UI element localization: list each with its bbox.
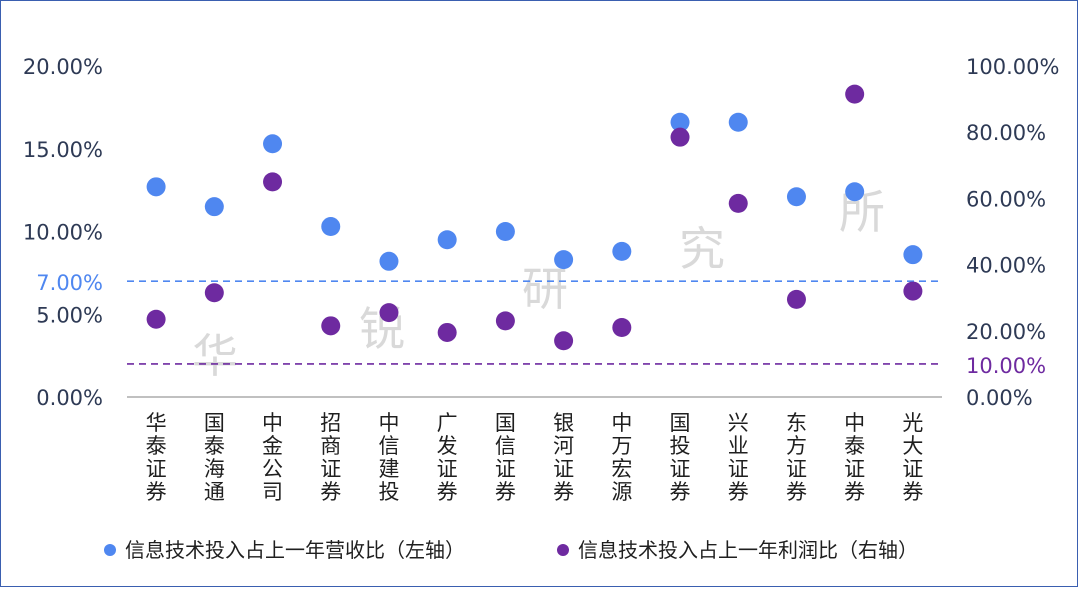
left-axis: 0.00% 5.00% 10.00% 15.00% 20.00% <box>23 55 103 410</box>
category-label: 东方证券 <box>786 411 807 504</box>
category-label: 华泰证券 <box>146 411 167 504</box>
point-profit-ratio <box>554 331 574 351</box>
legend-label: 信息技术投入占上一年利润比（右轴） <box>578 538 918 562</box>
legend-marker <box>557 544 569 556</box>
reference-lines: 7.00% 10.00% <box>36 271 1046 378</box>
category-label: 中信建投 <box>378 411 399 504</box>
category-label: 中泰证券 <box>844 411 865 504</box>
right-tick-label: 40.00% <box>966 254 1046 278</box>
watermark-char: 究 <box>679 222 725 276</box>
point-revenue-ratio <box>437 230 457 250</box>
point-revenue-ratio <box>495 222 515 241</box>
left-tick-label: 20.00% <box>23 55 103 79</box>
right-tick-label: 60.00% <box>966 187 1046 211</box>
point-profit-ratio <box>204 283 224 303</box>
point-profit-ratio <box>786 289 806 309</box>
series-1 <box>146 112 923 271</box>
point-revenue-ratio <box>786 187 806 207</box>
category-label: 银河证券 <box>553 411 574 504</box>
point-profit-ratio <box>728 193 748 213</box>
point-profit-ratio <box>670 127 690 147</box>
category-label: 光大证券 <box>902 411 923 504</box>
category-label: 招商证券 <box>320 411 341 504</box>
legend: 信息技术投入占上一年营收比（左轴） 信息技术投入占上一年利润比（右轴） <box>104 538 918 562</box>
watermark-char: 华 <box>192 329 238 383</box>
point-profit-ratio <box>379 303 399 323</box>
point-revenue-ratio <box>379 251 399 271</box>
category-label: 国信证券 <box>495 411 516 504</box>
left-tick-label: 10.00% <box>23 221 103 245</box>
right-tick-label: 20.00% <box>966 320 1046 344</box>
category-label: 中万宏源 <box>611 411 632 504</box>
category-label: 广发证券 <box>437 411 458 504</box>
point-revenue-ratio <box>670 112 690 132</box>
right-axis: 0.00% 20.00% 40.00% 60.00% 80.00% 100.00% <box>966 55 1059 410</box>
point-revenue-ratio <box>845 182 865 202</box>
point-profit-ratio <box>495 311 515 331</box>
point-revenue-ratio <box>554 250 574 270</box>
category-label: 国投证券 <box>670 411 691 504</box>
watermark: 华锐研究所 <box>192 185 885 383</box>
point-profit-ratio <box>845 84 865 104</box>
left-tick-label: 15.00% <box>23 138 103 162</box>
point-revenue-ratio <box>263 134 283 154</box>
reference-label-left: 7.00% <box>36 271 103 295</box>
category-label: 中金公司 <box>262 411 283 504</box>
point-revenue-ratio <box>204 197 224 217</box>
x-axis-labels: 华泰证券 国泰海通 中金公司 招商证券 中信建投 广发证券 国信证券 银河证券 中万宏源 国投证券… <box>146 411 924 504</box>
right-tick-label: 0.00% <box>966 386 1033 410</box>
point-revenue-ratio <box>321 217 341 237</box>
point-revenue-ratio <box>612 241 632 261</box>
point-profit-ratio <box>321 316 341 336</box>
point-profit-ratio <box>612 317 632 337</box>
reference-label-right: 10.00% <box>966 354 1046 378</box>
legend-marker <box>104 544 116 556</box>
right-tick-label: 80.00% <box>966 121 1046 145</box>
point-revenue-ratio <box>146 177 166 197</box>
right-tick-label: 100.00% <box>966 55 1059 79</box>
point-profit-ratio <box>146 309 166 329</box>
legend-label: 信息技术投入占上一年营收比（左轴） <box>125 538 465 562</box>
point-profit-ratio <box>903 281 923 301</box>
series-2 <box>146 84 923 351</box>
left-tick-label: 5.00% <box>36 303 103 327</box>
data-points <box>146 84 923 351</box>
category-label: 国泰海通 <box>204 411 225 504</box>
left-tick-label: 0.00% <box>36 386 103 410</box>
category-label: 兴业证券 <box>728 411 749 504</box>
point-revenue-ratio <box>903 245 923 265</box>
watermark-char: 研 <box>522 262 568 316</box>
point-profit-ratio <box>263 172 283 192</box>
point-profit-ratio <box>437 322 457 342</box>
point-revenue-ratio <box>728 112 748 132</box>
